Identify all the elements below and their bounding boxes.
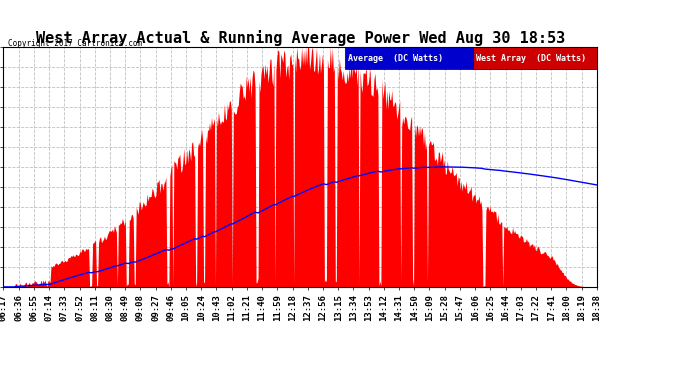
Text: Average  (DC Watts): Average (DC Watts) <box>348 54 444 63</box>
Text: Copyright 2017 Cartronics.com: Copyright 2017 Cartronics.com <box>8 39 142 48</box>
Title: West Array Actual & Running Average Power Wed Aug 30 18:53: West Array Actual & Running Average Powe… <box>35 30 565 46</box>
Text: West Array  (DC Watts): West Array (DC Watts) <box>476 54 586 63</box>
